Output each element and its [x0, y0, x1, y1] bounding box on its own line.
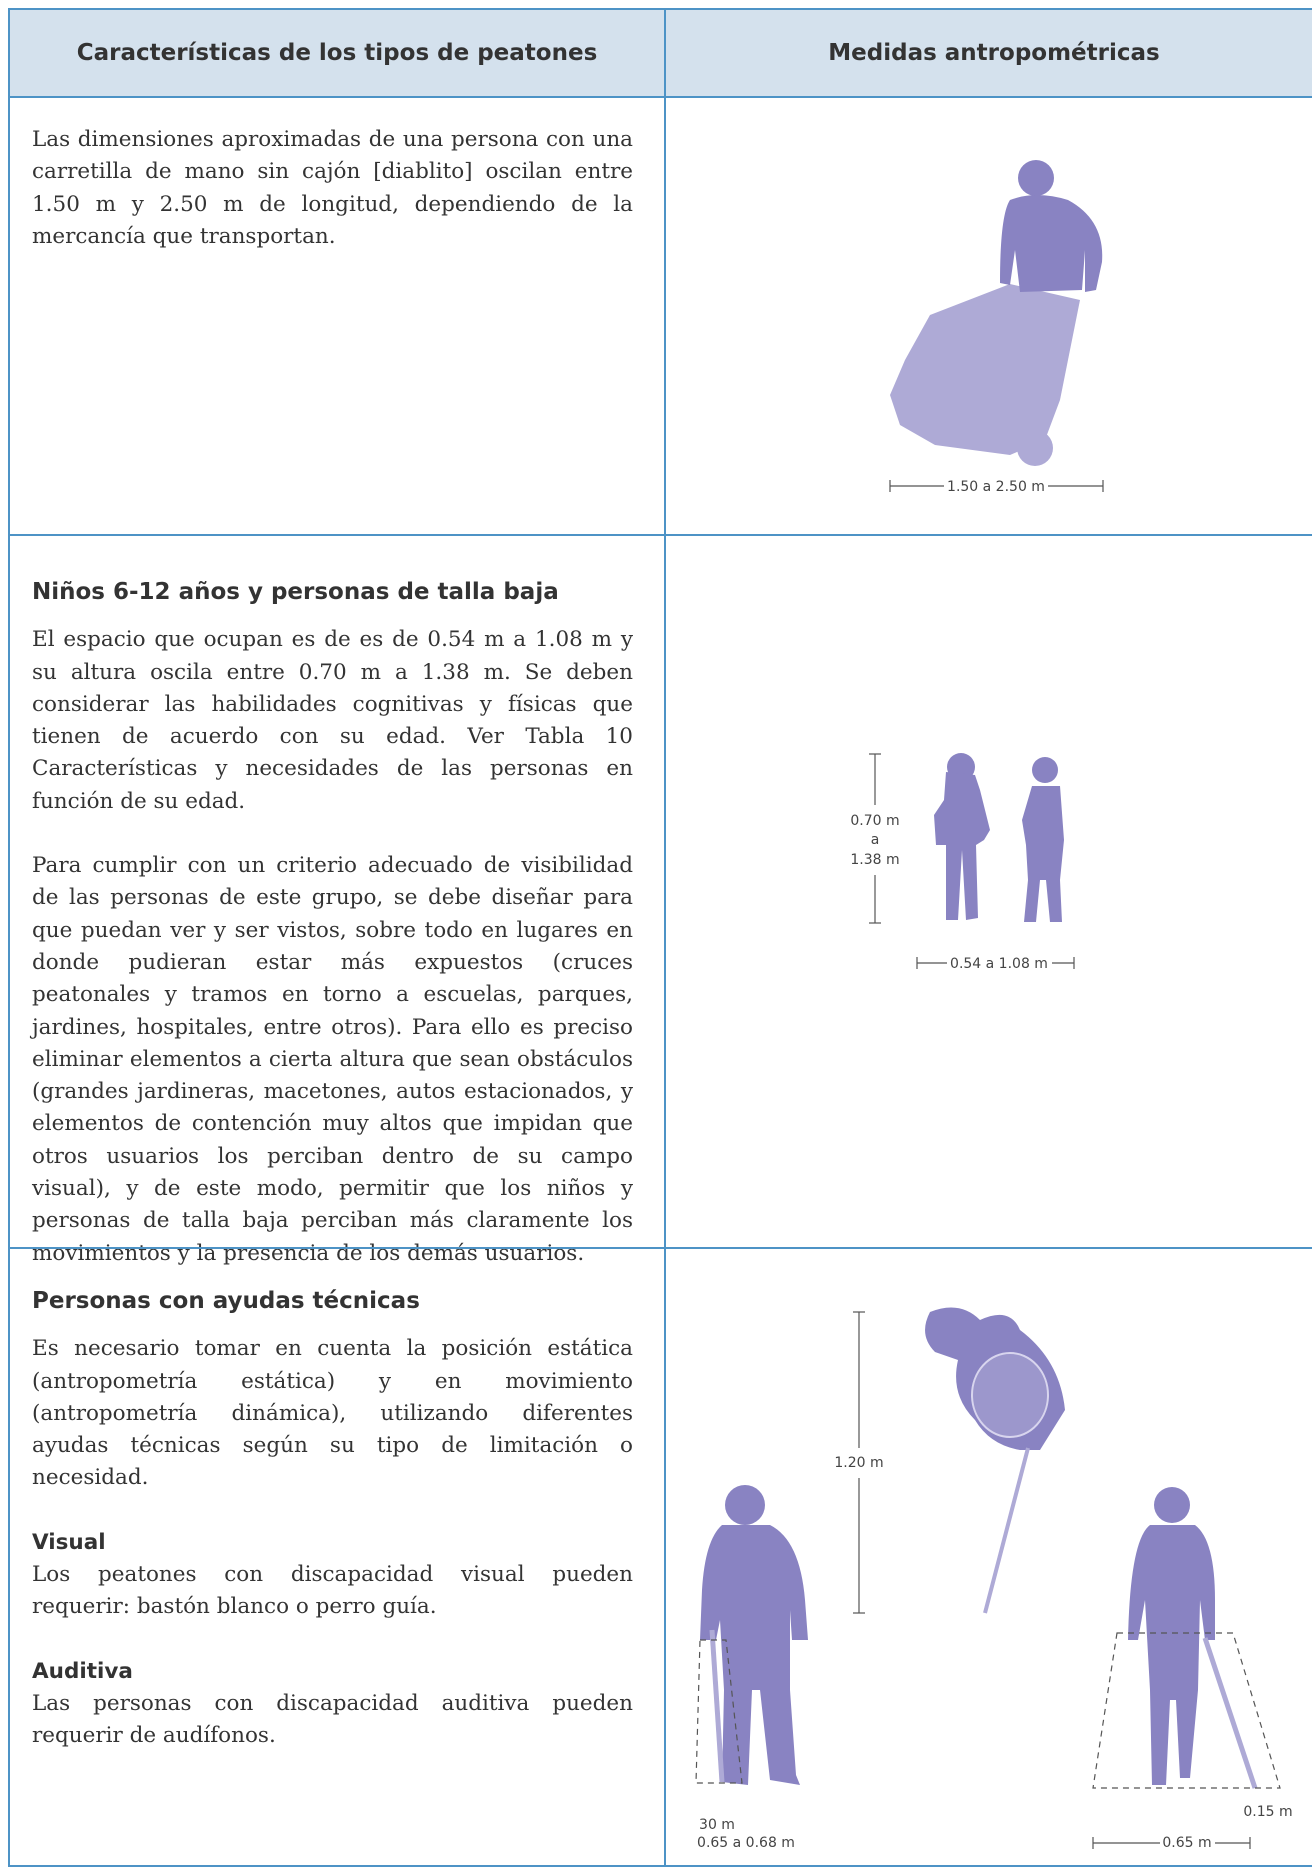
dimension-label: 1.20 m	[834, 1455, 883, 1471]
children-illustration: 0.70 m a 1.38 m 0.54 a 1.08 m	[850, 753, 1075, 972]
header-right: Medidas antropométricas	[664, 8, 1312, 98]
row-description: Niños 6-12 años y personas de talla baja…	[8, 534, 666, 1266]
heading: Niños 6-12 años y personas de talla baja	[32, 579, 559, 605]
dimension-label: 0.70 m	[850, 813, 899, 829]
dimension-label: a	[871, 832, 880, 848]
dimension-label: 0.54 a 1.08 m	[950, 956, 1048, 972]
paragraph: Los peatones con discapacidad visual pue…	[32, 1562, 633, 1620]
paragraph: Es necesario tomar en cuenta la posición…	[32, 1336, 633, 1491]
heading: Personas con ayudas técnicas	[32, 1288, 420, 1314]
paragraph: El espacio que ocupan es de es de 0.54 m…	[32, 627, 633, 814]
dimension-label: 0.15 m	[1243, 1804, 1292, 1820]
subheading: Auditiva	[32, 1658, 133, 1684]
paragraph: Para cumplir con un criterio adecuado de…	[32, 853, 633, 1266]
subheading: Visual	[32, 1529, 106, 1555]
row-description: Las dimensiones aproximadas de una perso…	[8, 96, 666, 536]
row-description: Personas con ayudas técnicas Es necesari…	[8, 1247, 666, 1867]
header-left: Características de los tipos de peatones	[8, 8, 666, 98]
paragraph: Las dimensiones aproximadas de una perso…	[32, 127, 633, 249]
dimension-label: 1.50 a 2.50 m	[947, 479, 1045, 495]
technical-aids-illustration: 1.20 m 30 m 0.65 a 0.68 m 0.65 m 0.15 m	[695, 1307, 1293, 1851]
hand-truck-illustration: 1.50 a 2.50 m	[889, 160, 1104, 495]
dimension-label: 30 m	[699, 1817, 735, 1833]
paragraph: Las personas con discapacidad auditiva p…	[32, 1690, 633, 1749]
dimension-label: 0.65 m	[1162, 1835, 1211, 1851]
dimension-label: 0.65 a 0.68 m	[697, 1835, 795, 1851]
dimension-label: 1.38 m	[850, 852, 899, 868]
